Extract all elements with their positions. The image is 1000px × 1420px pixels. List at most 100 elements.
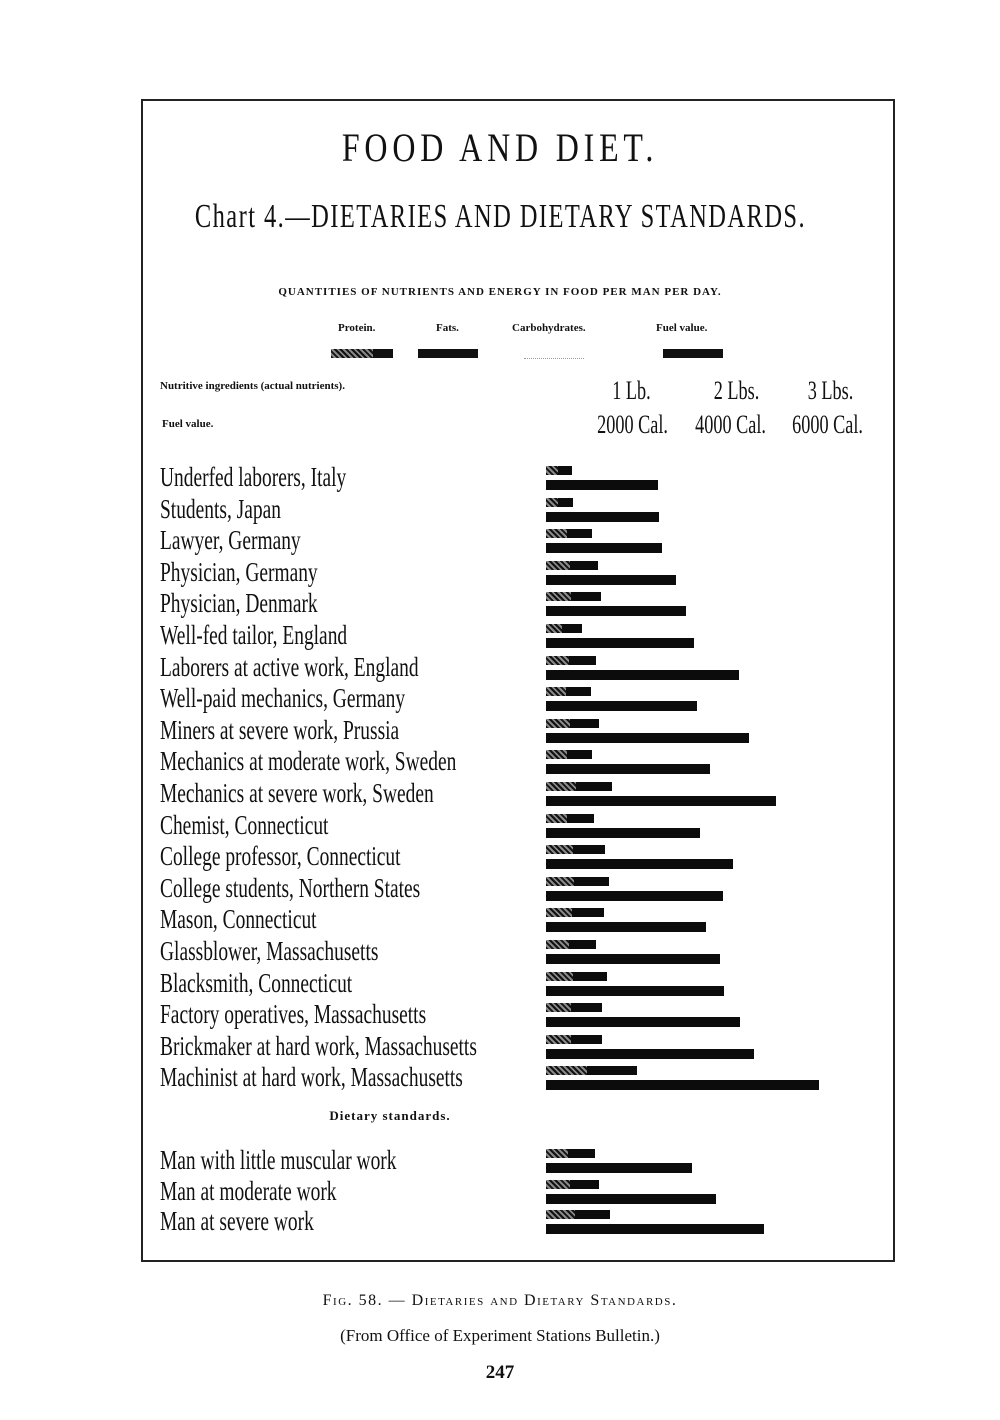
fuel-value-bar bbox=[546, 1193, 716, 1204]
fuel-value-bar bbox=[546, 543, 662, 554]
nutrients-bar bbox=[546, 497, 574, 507]
fuel-row-label: Fuel value. bbox=[162, 418, 214, 430]
nutrients-bar bbox=[546, 750, 592, 760]
dietary-label: Factory operatives, Massachusetts bbox=[160, 999, 427, 1030]
protein-segment bbox=[546, 624, 563, 633]
nutrients-bar bbox=[546, 718, 600, 728]
chart-title: FOOD AND DIET. bbox=[341, 125, 659, 170]
dietary-label: Laborers at active work, England bbox=[160, 651, 419, 682]
protein-segment bbox=[546, 940, 569, 949]
nutrients-bar bbox=[546, 876, 610, 886]
dietary-label: Miners at severe work, Prussia bbox=[160, 714, 400, 745]
nutrients-bar bbox=[546, 1003, 603, 1013]
standard-label: Man with little muscular work bbox=[160, 1145, 397, 1175]
protein-segment bbox=[546, 687, 567, 697]
nutrients-bar bbox=[546, 813, 594, 823]
nutrients-bar bbox=[546, 1034, 603, 1044]
protein-segment bbox=[546, 1179, 570, 1189]
protein-segment bbox=[546, 529, 567, 539]
legend-swatch-carbohydrates bbox=[524, 349, 584, 359]
protein-segment bbox=[546, 845, 573, 855]
protein-segment bbox=[546, 1066, 588, 1076]
nutrients-bar bbox=[546, 1179, 600, 1189]
fuel-value-bar bbox=[546, 922, 707, 933]
fuel-value-bar bbox=[546, 480, 659, 490]
nutrients-bar bbox=[546, 1066, 638, 1076]
dietary-label: College professor, Connecticut bbox=[160, 841, 401, 872]
nutrients-bar bbox=[546, 782, 612, 791]
fuel-value-bar bbox=[546, 701, 697, 712]
chart-description: QUANTITIES OF NUTRIENTS AND ENERGY IN FO… bbox=[278, 286, 722, 298]
protein-segment bbox=[546, 592, 571, 602]
dietary-label: Glassblower, Massachusetts bbox=[160, 936, 379, 966]
fuel-value-bar bbox=[546, 859, 734, 870]
protein-segment bbox=[546, 466, 558, 475]
tick-label: 2 Lbs. bbox=[713, 376, 760, 405]
fuel-value-bar bbox=[546, 669, 740, 680]
standard-label: Man at severe work bbox=[160, 1206, 314, 1236]
standard-label: Man at moderate work bbox=[160, 1175, 337, 1206]
figure-source: (From Office of Experiment Stations Bull… bbox=[340, 1326, 660, 1345]
protein-segment bbox=[546, 876, 575, 886]
dietary-label: Underfed laborers, Italy bbox=[160, 462, 347, 492]
nutrients-row-label: Nutritive ingredients (actual nutrients)… bbox=[160, 380, 345, 392]
nutrients-bar bbox=[546, 1149, 596, 1158]
protein-segment bbox=[546, 1149, 569, 1158]
nutrients-bar bbox=[546, 845, 606, 855]
fuel-value-bar bbox=[546, 1048, 755, 1059]
protein-segment bbox=[546, 782, 576, 791]
fuel-value-bar bbox=[546, 1163, 692, 1173]
fuel-value-bar bbox=[546, 764, 710, 775]
protein-segment bbox=[546, 1210, 575, 1219]
dietary-label: Blacksmith, Connecticut bbox=[160, 967, 353, 998]
protein-segment bbox=[546, 813, 568, 823]
fuel-value-bar bbox=[546, 827, 701, 838]
chart-subtitle-text: Chart 4.—DIETARIES AND DIETARY STANDARDS… bbox=[194, 198, 806, 235]
tick-label: 6000 Cal. bbox=[792, 410, 863, 439]
legend-protein: Protein. bbox=[338, 322, 376, 334]
chart-frame bbox=[141, 99, 895, 1262]
nutrients-bar bbox=[546, 624, 582, 633]
legend-fats: Fats. bbox=[436, 322, 459, 334]
dietary-label: Chemist, Connecticut bbox=[160, 809, 329, 840]
dietary-label: Physician, Denmark bbox=[160, 588, 318, 619]
fuel-value-bar bbox=[546, 638, 694, 648]
legend-swatch-protein bbox=[331, 349, 373, 358]
dietary-label: Mason, Connecticut bbox=[160, 904, 317, 935]
nutrients-bar bbox=[546, 687, 591, 697]
fuel-value-bar bbox=[546, 985, 724, 996]
section-label-standards: Dietary standards. bbox=[329, 1108, 451, 1123]
dietary-label: Physician, Germany bbox=[160, 556, 318, 587]
figure-caption: Fig. 58. — Dietaries and Dietary Standar… bbox=[322, 1292, 678, 1309]
protein-segment bbox=[546, 971, 574, 981]
legend-swatch-fuel bbox=[663, 349, 723, 358]
fuel-value-bar bbox=[546, 890, 724, 901]
dietary-label: Students, Japan bbox=[160, 493, 281, 524]
fuel-value-bar bbox=[546, 732, 750, 743]
dietary-label: Lawyer, Germany bbox=[160, 525, 301, 556]
fuel-value-bar bbox=[546, 606, 687, 617]
tick-label: 2000 Cal. bbox=[597, 410, 668, 439]
fuel-value-bar bbox=[546, 796, 776, 806]
legend-carbohydrates: Carbohydrates. bbox=[512, 322, 586, 334]
protein-segment bbox=[546, 718, 570, 728]
nutrients-bar bbox=[546, 1210, 611, 1219]
fuel-value-bar bbox=[546, 954, 721, 964]
protein-segment bbox=[546, 750, 567, 760]
page-number: 247 bbox=[485, 1362, 515, 1383]
fuel-value-bar bbox=[546, 1017, 740, 1028]
protein-segment bbox=[546, 655, 569, 665]
fuel-value-bar bbox=[546, 574, 676, 585]
fuel-value-bar bbox=[546, 511, 659, 522]
nutrients-bar bbox=[546, 466, 573, 475]
nutrients-bar bbox=[546, 655, 597, 665]
nutrients-bar bbox=[546, 560, 599, 570]
nutrients-bar bbox=[546, 940, 597, 949]
legend-swatch-fats bbox=[418, 349, 478, 358]
protein-segment bbox=[546, 497, 559, 507]
legend-fuel-value: Fuel value. bbox=[656, 322, 708, 334]
dietary-label: Machinist at hard work, Massachusetts bbox=[160, 1062, 463, 1093]
protein-segment bbox=[546, 908, 573, 918]
dietary-label: Well-fed tailor, England bbox=[160, 620, 348, 650]
